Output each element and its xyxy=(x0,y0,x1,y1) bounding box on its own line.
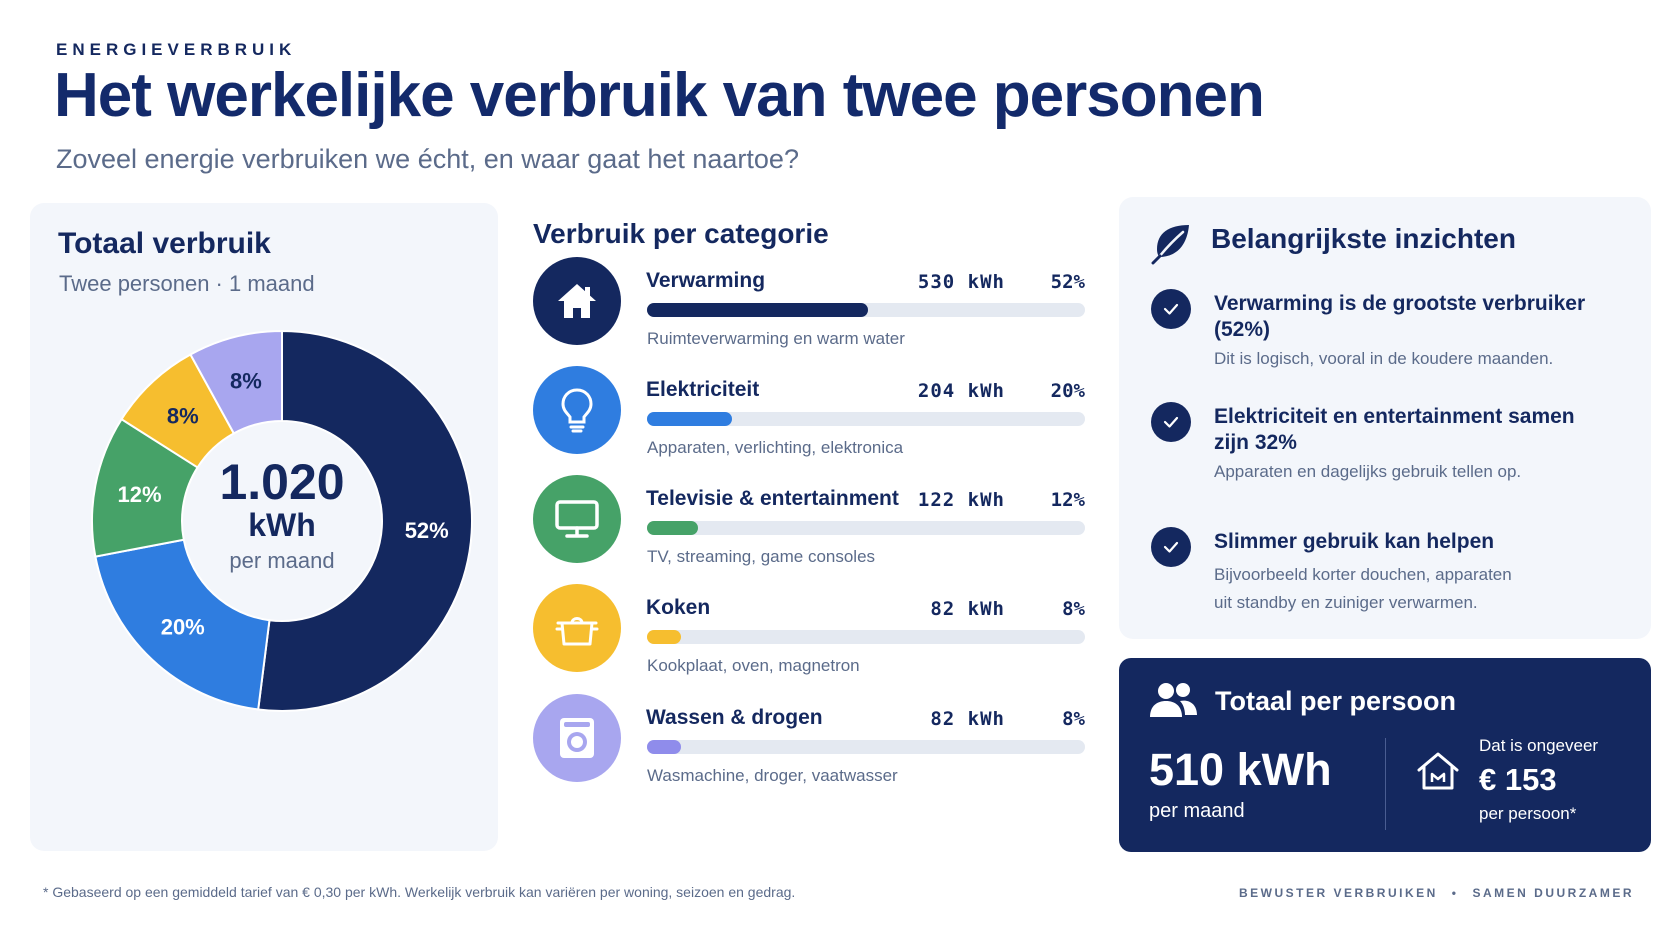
approx-label: Dat is ongeveer xyxy=(1479,736,1599,755)
people-icon xyxy=(1147,680,1199,725)
category-name: Elektriciteit xyxy=(646,378,760,401)
slice-label: 8% xyxy=(167,403,199,428)
donut-slice xyxy=(257,329,473,712)
category-bar-track xyxy=(647,521,1085,535)
cost-value: € 153 xyxy=(1479,762,1557,797)
slice-label: 20% xyxy=(161,615,205,640)
category-bar-fill xyxy=(647,412,732,426)
category-desc: Kookplaat, oven, magnetron xyxy=(647,656,860,675)
category-row: Wassen & drogen 82 kWh 8% Wasmachine, droge… xyxy=(533,694,1085,794)
page-subtitle: Zoveel energie verbruiken we écht, en wa… xyxy=(56,144,799,174)
donut-svg: 52% 20% 12% 8% 8% 1.020 kWh per maand xyxy=(91,329,473,712)
category-desc: Ruimteverwarming en warm water xyxy=(647,329,905,348)
center-unit: kWh xyxy=(248,507,316,543)
insight-desc: Bijvoorbeeld korter douchen, apparaten u… xyxy=(1214,565,1512,612)
category-kwh: 82 kWh xyxy=(930,598,1005,620)
cost-sub: per persoon* xyxy=(1479,804,1577,823)
category-kwh: 82 kWh xyxy=(930,708,1005,730)
monitor-icon xyxy=(533,475,621,563)
category-name: Televisie & entertainment xyxy=(646,487,899,510)
donut-slice xyxy=(94,538,271,711)
check-icon xyxy=(1151,402,1191,442)
total-panel: Totaal verbruik Twee personen · 1 maand … xyxy=(30,203,498,851)
category-name: Wassen & drogen xyxy=(646,706,823,729)
category-bar-track xyxy=(647,630,1085,644)
category-name: Verwarming xyxy=(646,269,766,292)
insights-heading: Belangrijkste inzichten xyxy=(1211,223,1516,254)
slice-label: 8% xyxy=(230,369,262,394)
house-icon xyxy=(533,257,621,345)
total-subheading: Twee personen · 1 maand xyxy=(59,271,315,296)
donut-slice xyxy=(189,329,283,435)
center-period: per maand xyxy=(229,548,334,573)
category-kwh: 122 kWh xyxy=(917,489,1005,511)
category-pct: 8% xyxy=(1062,598,1085,620)
category-desc: Wasmachine, droger, vaatwasser xyxy=(647,766,898,785)
category-bar-fill xyxy=(647,740,681,754)
category-bar-fill xyxy=(647,630,681,644)
category-pct: 52% xyxy=(1050,271,1085,293)
category-desc: Apparaten, verlichting, elektronica xyxy=(647,438,904,457)
total-heading: Totaal verbruik xyxy=(58,227,271,260)
footer-separator: • xyxy=(1451,886,1459,900)
category-pct: 12% xyxy=(1050,489,1085,511)
category-bar-track xyxy=(647,740,1085,754)
slice-label: 12% xyxy=(118,482,162,507)
footer-tags: BEWUSTER VERBRUIKEN • SAMEN DUURZAMER xyxy=(1239,886,1634,900)
category-row: Televisie & entertainment 122 kWh 12% TV, s… xyxy=(533,475,1085,575)
per-person-period: per maand xyxy=(1149,800,1245,822)
center-value: 1.020 xyxy=(219,454,344,510)
category-row: Elektriciteit 204 kWh 20% Apparaten, verlic… xyxy=(533,366,1085,466)
insight-title: Slimmer gebruik kan helpen xyxy=(1214,530,1495,553)
category-desc: TV, streaming, game consoles xyxy=(647,547,876,566)
category-row: Verwarming 530 kWh 52% Ruimteverwarming en … xyxy=(533,257,1085,357)
lightbulb-icon xyxy=(533,366,621,454)
cooking-pot-icon xyxy=(533,584,621,672)
per-person-heading: Totaal per persoon xyxy=(1215,686,1457,716)
insight-desc: Dit is logisch, vooral in de koudere maa… xyxy=(1214,349,1554,368)
eyebrow: ENERGIEVERBRUIK xyxy=(56,40,297,59)
insight-title: Verwarming is de grootste verbruiker (52… xyxy=(1214,292,1586,341)
category-bar-fill xyxy=(647,303,868,317)
category-kwh: 204 kWh xyxy=(917,380,1005,402)
category-bar-fill xyxy=(647,521,698,535)
donut-chart: 52% 20% 12% 8% 8% 1.020 kWh per maand xyxy=(64,321,473,729)
insight-desc: Apparaten en dagelijks gebruik tellen op… xyxy=(1214,462,1522,481)
per-person-value: 510 kWh xyxy=(1149,744,1332,795)
divider xyxy=(1385,738,1386,830)
house-icon xyxy=(1415,750,1461,797)
category-kwh: 530 kWh xyxy=(917,271,1005,293)
insights-panel: Belangrijkste inzichten Verwarming is de… xyxy=(1119,197,1651,639)
categories-heading: Verbruik per categorie xyxy=(533,218,829,249)
category-pct: 20% xyxy=(1050,380,1085,402)
category-bar-track xyxy=(647,412,1085,426)
category-name: Koken xyxy=(646,596,711,619)
footer-tag: BEWUSTER VERBRUIKEN xyxy=(1238,886,1438,900)
category-bar-track xyxy=(647,303,1085,317)
washing-machine-icon xyxy=(533,694,621,782)
check-icon xyxy=(1151,527,1191,567)
leaf-icon xyxy=(1149,221,1193,270)
insight-title: Elektriciteit en entertainment samen zij… xyxy=(1214,405,1575,454)
slice-label: 52% xyxy=(405,518,449,543)
footer-tag: SAMEN DUURZAMER xyxy=(1472,886,1634,900)
category-row: Koken 82 kWh 8% Kookplaat, oven, magnetron xyxy=(533,584,1085,684)
per-person-panel: Totaal per persoon 510 kWh per maand Dat… xyxy=(1119,658,1651,852)
footnote: * Gebaseerd op een gemiddeld tarief van … xyxy=(43,884,796,900)
category-pct: 8% xyxy=(1062,708,1085,730)
check-icon xyxy=(1151,289,1191,329)
page-title: Het werkelijke verbruik van twee persone… xyxy=(54,61,1265,130)
